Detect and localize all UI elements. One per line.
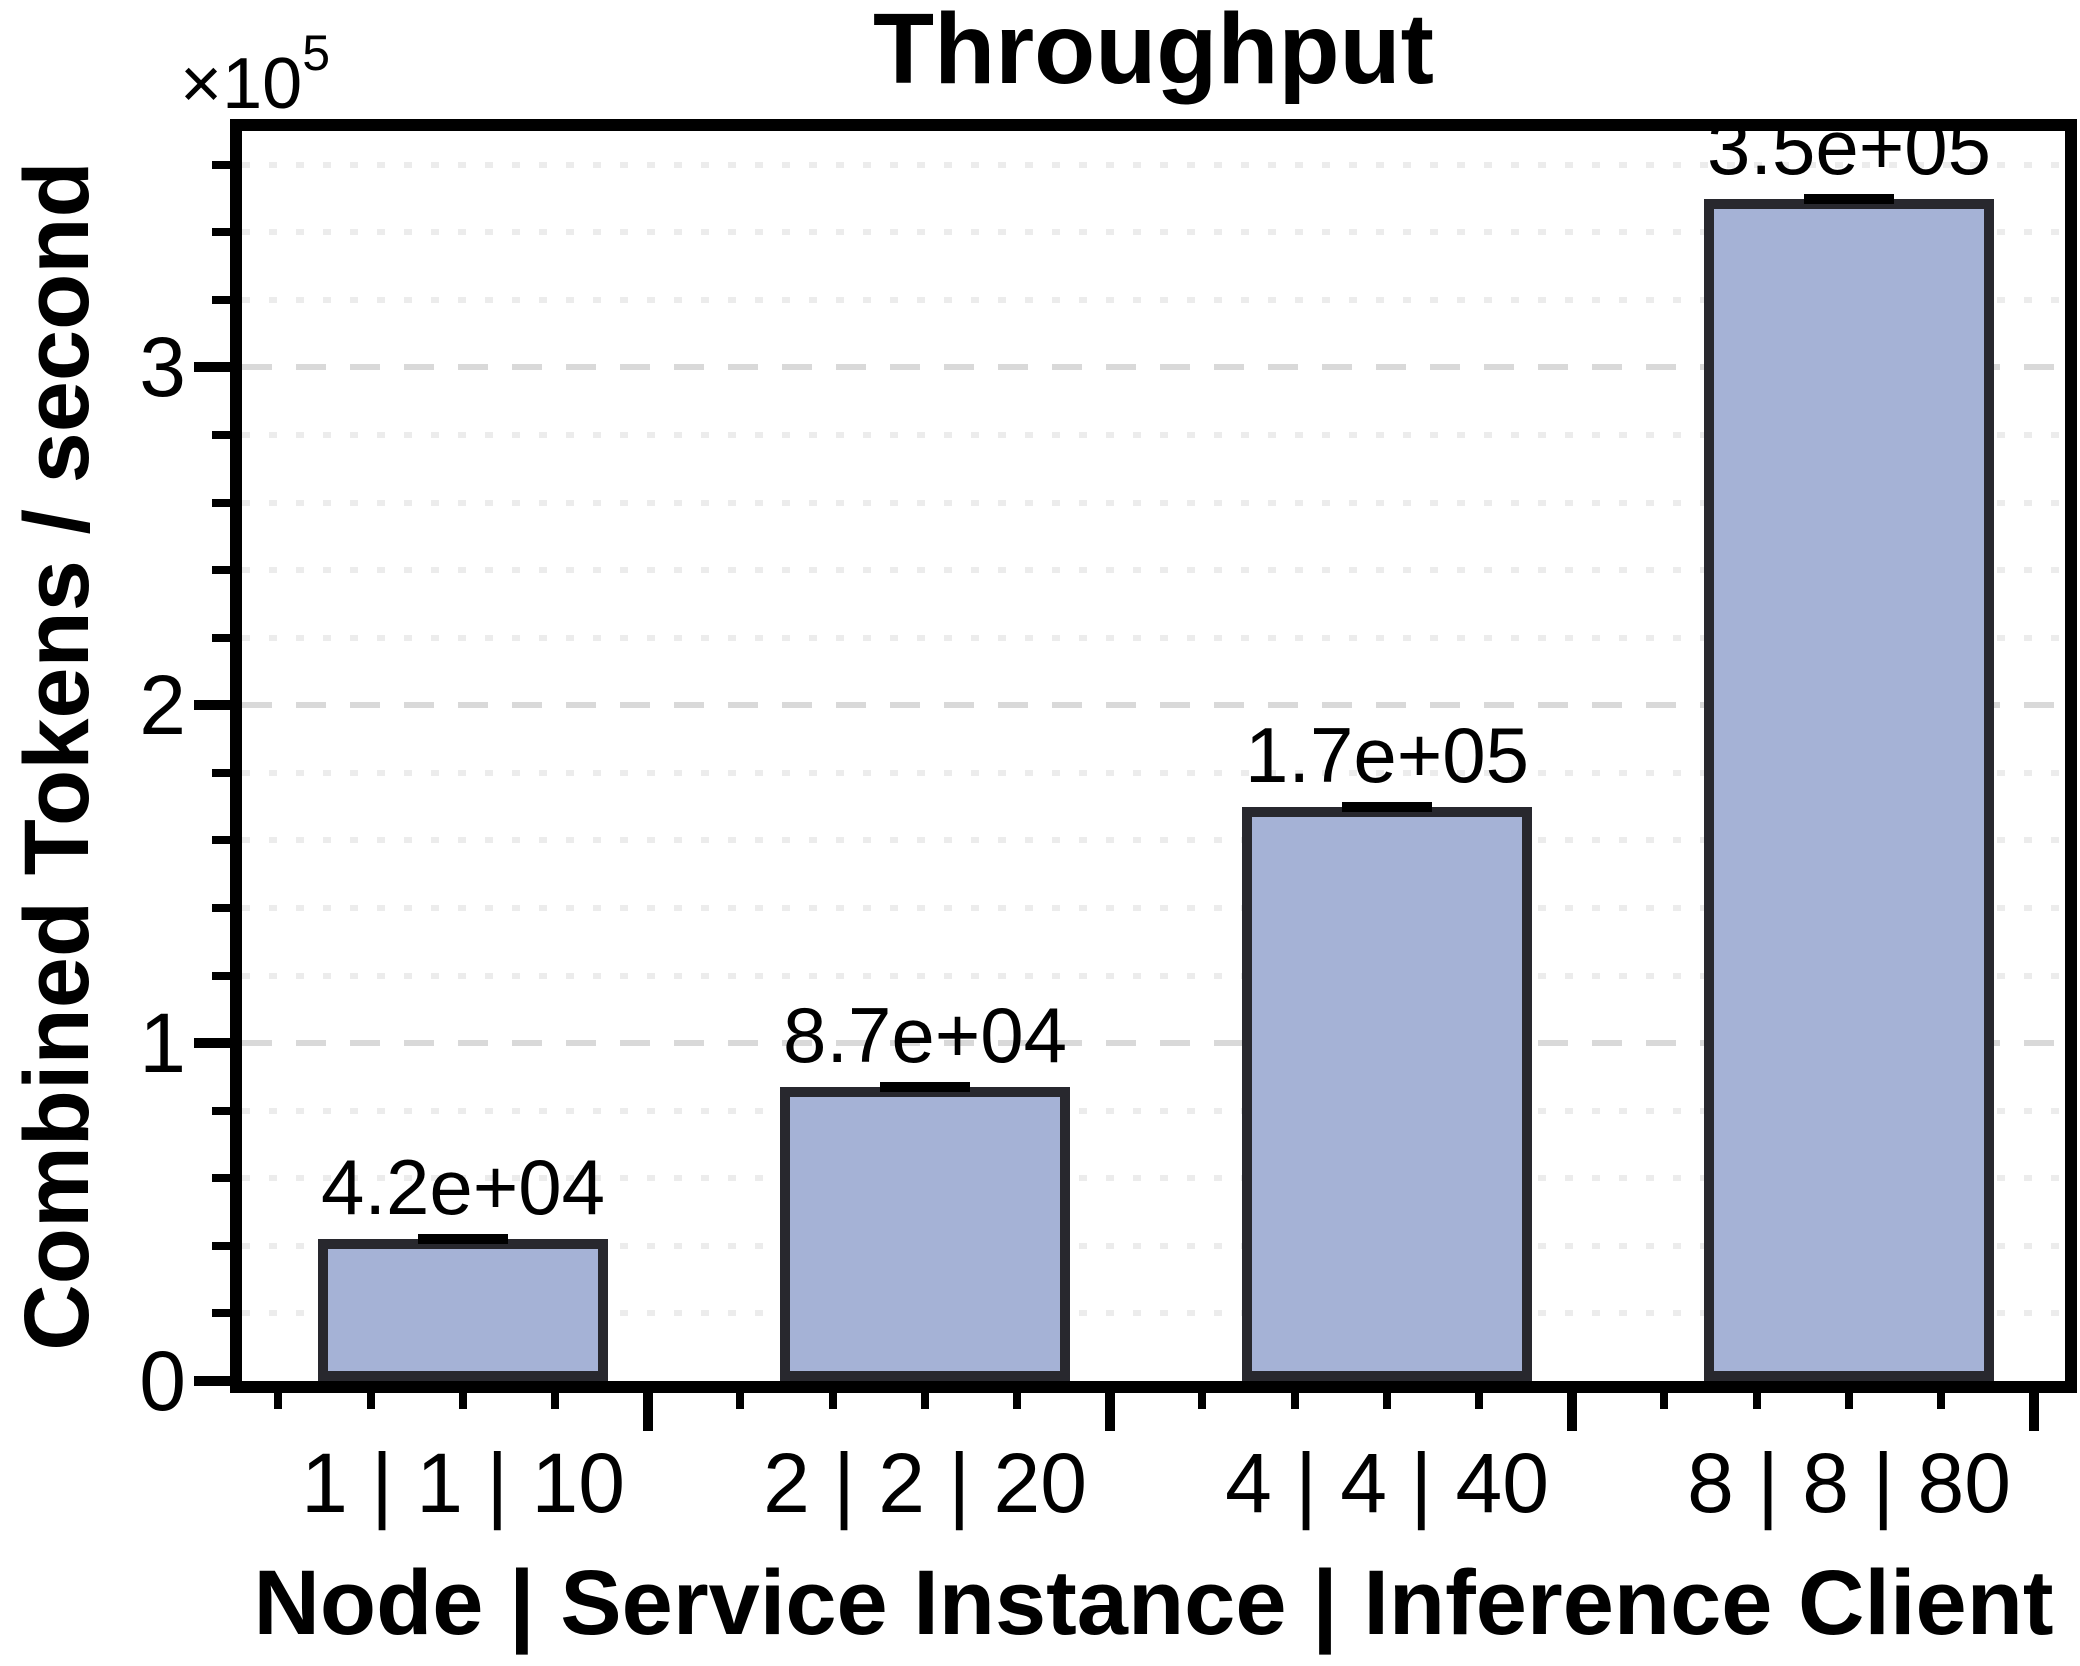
x-minor-tick — [459, 1393, 467, 1409]
x-tick-label: 2 | 2 | 20 — [763, 1436, 1087, 1530]
bar-value-label: 4.2e+04 — [320, 1143, 606, 1231]
minor-gridline — [242, 432, 2065, 439]
y-major-tick — [194, 1376, 230, 1386]
x-minor-tick — [828, 1393, 837, 1409]
x-tick-label: 1 | 1 | 10 — [301, 1436, 625, 1530]
y-tick-label: 2 — [139, 658, 186, 753]
y-minor-tick — [212, 295, 230, 304]
bar — [1704, 199, 1994, 1381]
x-minor-tick — [1752, 1393, 1761, 1409]
x-minor-tick — [1937, 1393, 1946, 1409]
error-bar-cap — [880, 1082, 970, 1092]
minor-gridline — [242, 905, 2065, 912]
x-minor-tick — [551, 1393, 560, 1409]
error-bar-cap — [1804, 194, 1894, 204]
y-minor-tick — [212, 1309, 230, 1318]
y-minor-tick — [212, 1174, 230, 1183]
y-minor-tick — [212, 160, 230, 169]
y-minor-tick — [212, 971, 230, 980]
x-minor-tick — [366, 1393, 375, 1409]
y-major-tick — [194, 1038, 230, 1049]
bar — [1242, 807, 1532, 1381]
y-tick-label: 3 — [139, 320, 186, 415]
x-tick-label: 8 | 8 | 80 — [1687, 1436, 2011, 1530]
minor-gridline — [242, 1310, 2065, 1317]
y-axis-offset-text: ×105 — [130, 0, 330, 139]
minor-gridline — [242, 567, 2065, 574]
x-minor-tick — [1475, 1393, 1484, 1409]
y-minor-tick — [212, 498, 230, 507]
y-minor-tick — [212, 904, 230, 913]
x-minor-tick — [1383, 1393, 1391, 1409]
x-major-tick — [642, 1393, 653, 1431]
minor-gridline — [242, 1175, 2065, 1182]
x-major-tick — [1566, 1393, 1577, 1431]
minor-gridline — [242, 1107, 2065, 1114]
error-bar-cap — [1342, 802, 1432, 812]
bar-value-label: 3.5e+05 — [1706, 103, 1992, 191]
y-minor-tick — [212, 633, 230, 642]
y-minor-tick — [212, 431, 230, 440]
minor-gridline — [242, 634, 2065, 641]
x-axis-label: Node | Service Instance | Inference Clie… — [253, 1552, 2054, 1654]
y-tick-label: 1 — [139, 996, 186, 1091]
bar-value-label: 8.7e+04 — [782, 991, 1068, 1079]
plot-area: 4.2e+04 8.7e+04 1.7e+05 3.5e+05 — [230, 107, 2077, 1393]
x-major-tick — [2028, 1393, 2039, 1431]
x-minor-tick — [1013, 1393, 1022, 1409]
minor-gridline — [242, 229, 2065, 236]
minor-gridline — [242, 769, 2065, 776]
y-minor-tick — [212, 768, 230, 777]
bar — [318, 1239, 608, 1381]
chart-title: Throughput — [873, 0, 1434, 105]
y-major-tick — [194, 700, 230, 711]
x-minor-tick — [736, 1393, 745, 1409]
y-minor-tick — [212, 228, 230, 237]
offset-base: ×10 — [180, 44, 303, 124]
y-minor-tick — [212, 1106, 230, 1115]
bar-value-label: 1.7e+05 — [1244, 711, 1530, 799]
minor-gridline — [242, 972, 2065, 979]
y-minor-tick — [212, 836, 230, 845]
x-minor-tick — [1660, 1393, 1669, 1409]
x-minor-tick — [274, 1393, 283, 1409]
error-bar-cap — [418, 1234, 508, 1244]
x-major-tick — [1104, 1393, 1115, 1431]
x-tick-label: 4 | 4 | 40 — [1225, 1436, 1549, 1530]
x-minor-tick — [1290, 1393, 1299, 1409]
minor-gridline — [242, 161, 2065, 168]
bar — [780, 1087, 1070, 1381]
major-gridline — [242, 702, 2065, 709]
major-gridline — [242, 1040, 2065, 1047]
x-minor-tick — [921, 1393, 929, 1409]
major-gridline — [242, 364, 2065, 371]
minor-gridline — [242, 499, 2065, 506]
x-minor-tick — [1845, 1393, 1853, 1409]
y-minor-tick — [212, 1241, 230, 1250]
y-minor-tick — [212, 566, 230, 575]
minor-gridline — [242, 1242, 2065, 1249]
x-minor-tick — [1198, 1393, 1207, 1409]
minor-gridline — [242, 837, 2065, 844]
y-major-tick — [194, 362, 230, 373]
y-tick-label: 0 — [139, 1334, 186, 1428]
minor-gridline — [242, 296, 2065, 303]
offset-exponent: 5 — [302, 25, 330, 81]
